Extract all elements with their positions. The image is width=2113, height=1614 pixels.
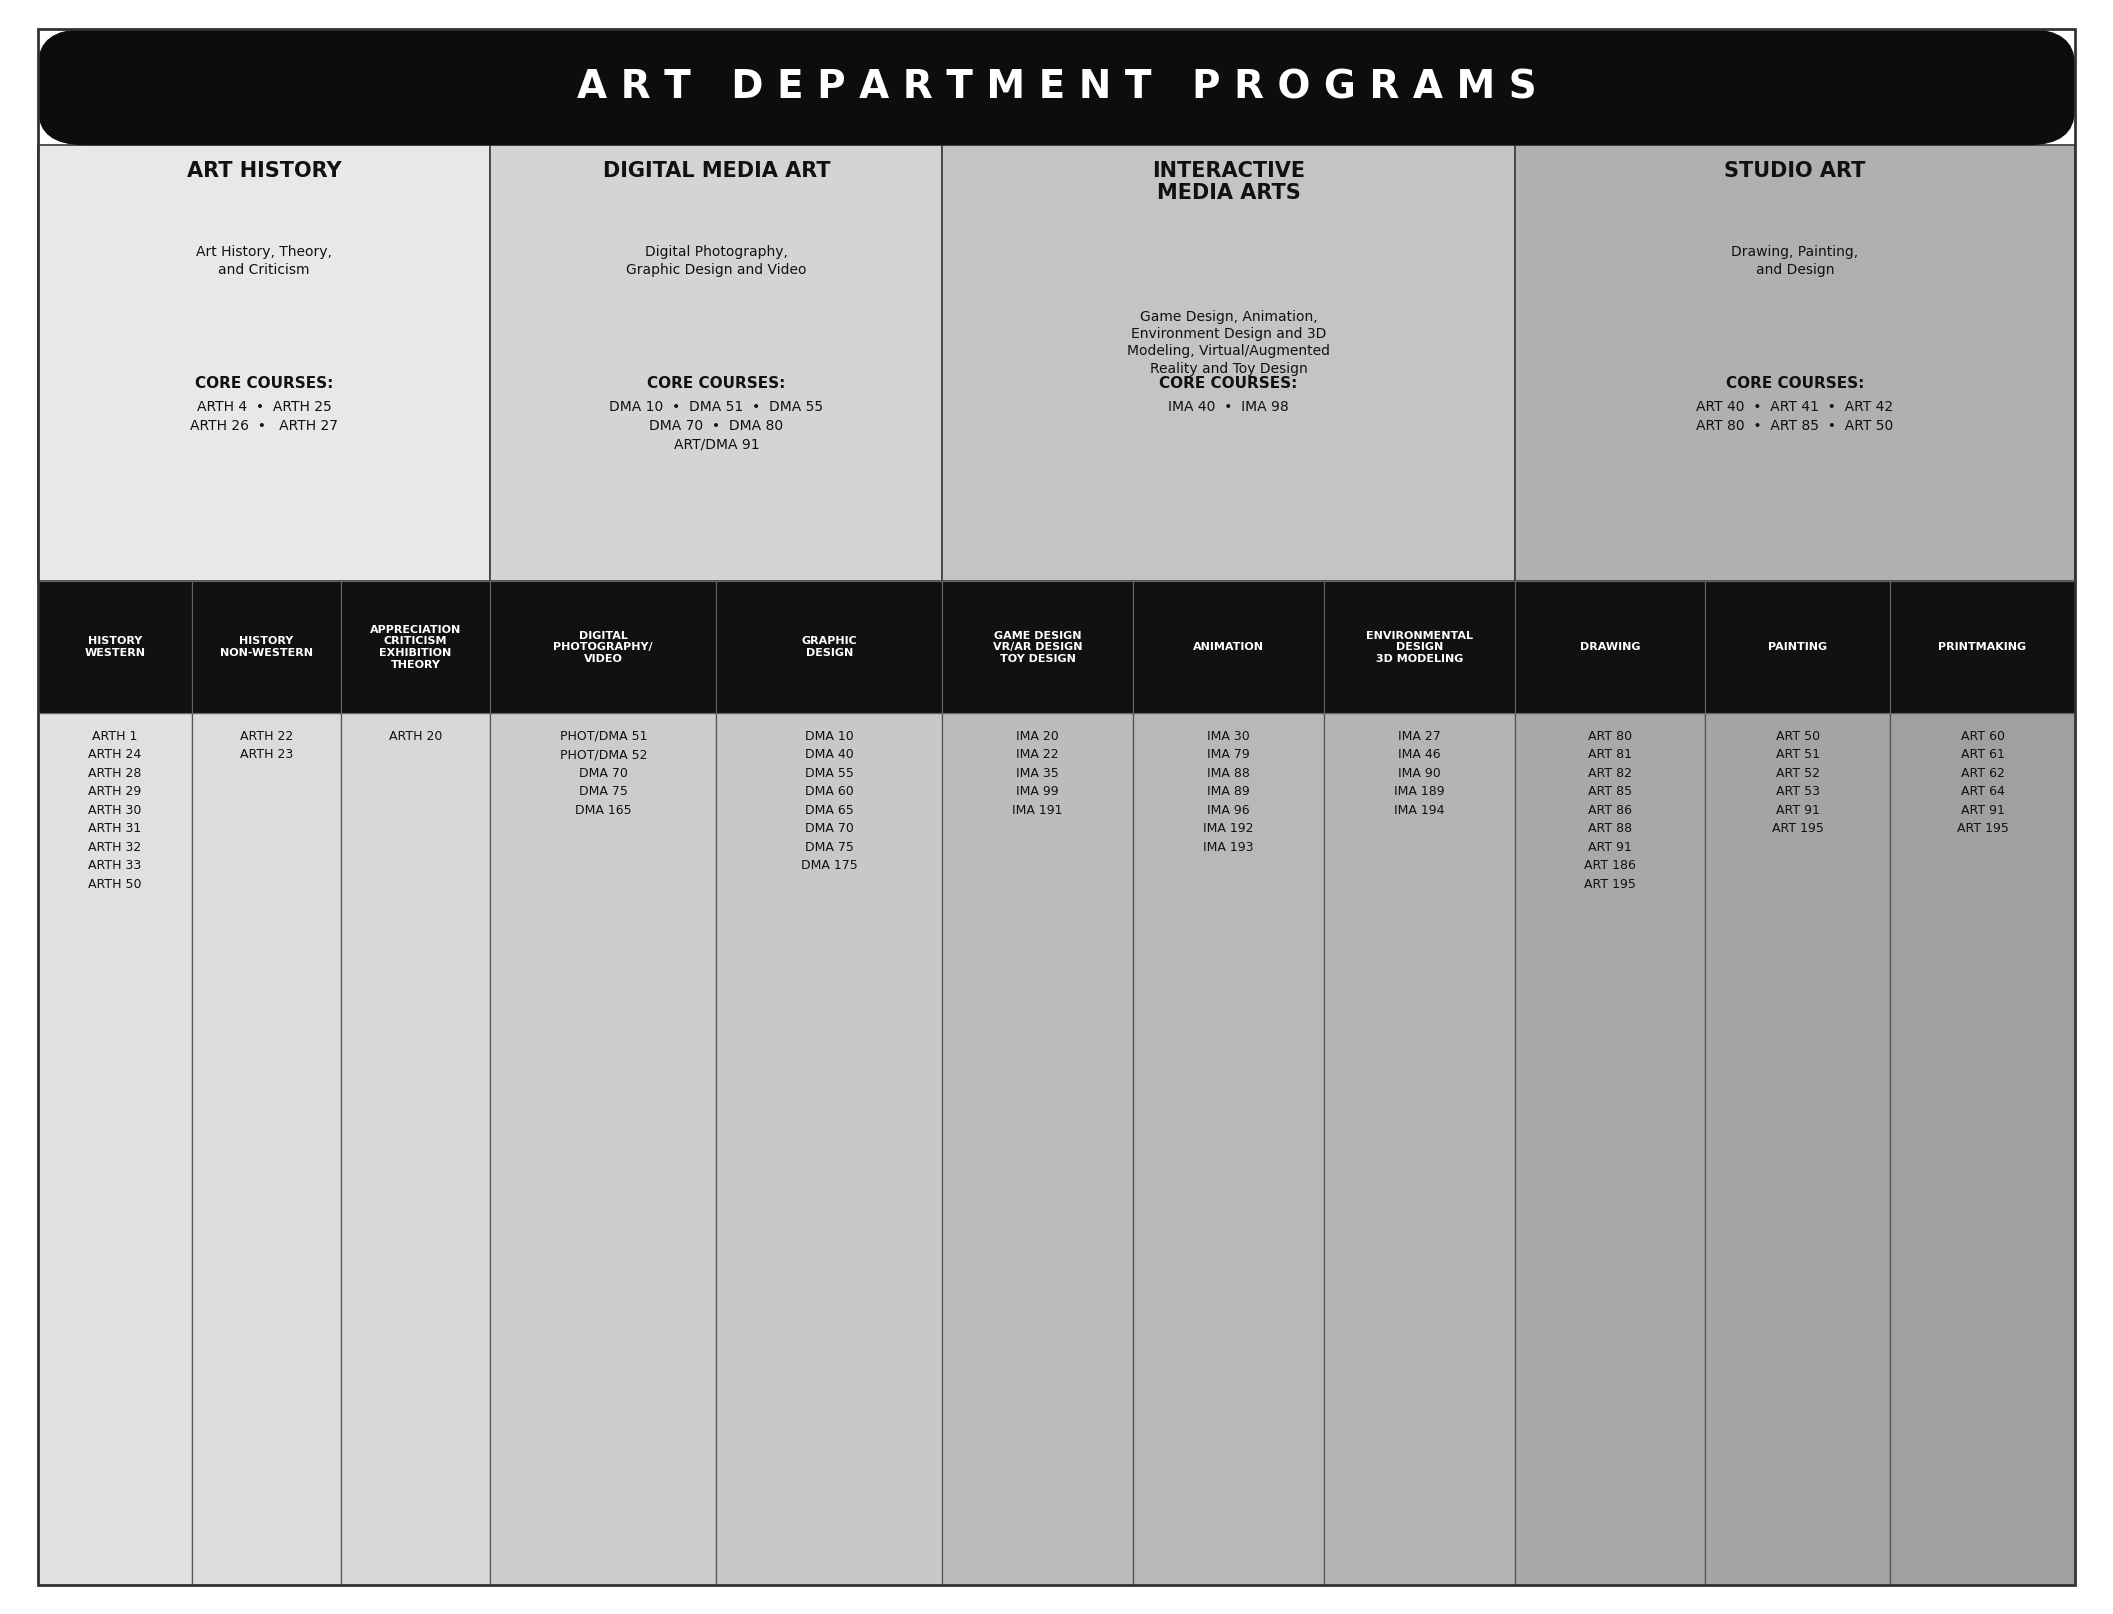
Text: CORE COURSES:: CORE COURSES:: [194, 376, 334, 391]
Bar: [490, 581, 716, 713]
Bar: [340, 713, 490, 1585]
Text: Art History, Theory,
and Criticism: Art History, Theory, and Criticism: [197, 245, 332, 276]
Bar: [1323, 713, 1515, 1585]
Text: ARTH 1
ARTH 24
ARTH 28
ARTH 29
ARTH 30
ARTH 31
ARTH 32
ARTH 33
ARTH 50: ARTH 1 ARTH 24 ARTH 28 ARTH 29 ARTH 30 A…: [89, 730, 142, 891]
Bar: [1515, 145, 2075, 581]
Text: IMA 20
IMA 22
IMA 35
IMA 99
IMA 191: IMA 20 IMA 22 IMA 35 IMA 99 IMA 191: [1012, 730, 1063, 817]
Text: APPRECIATION
CRITICISM
EXHIBITION
THEORY: APPRECIATION CRITICISM EXHIBITION THEORY: [370, 625, 461, 670]
Bar: [1891, 713, 2075, 1585]
Text: PRINTMAKING: PRINTMAKING: [1938, 642, 2026, 652]
Bar: [1133, 581, 1323, 713]
Text: Game Design, Animation,
Environment Design and 3D
Modeling, Virtual/Augmented
Re: Game Design, Animation, Environment Desi…: [1126, 310, 1329, 376]
Bar: [192, 713, 340, 1585]
Bar: [1323, 581, 1515, 713]
Bar: [942, 145, 1515, 581]
Text: DRAWING: DRAWING: [1581, 642, 1640, 652]
Text: DMA 10  •  DMA 51  •  DMA 55
DMA 70  •  DMA 80
ART/DMA 91: DMA 10 • DMA 51 • DMA 55 DMA 70 • DMA 80…: [609, 400, 824, 450]
Bar: [340, 581, 490, 713]
Text: GAME DESIGN
VR/AR DESIGN
TOY DESIGN: GAME DESIGN VR/AR DESIGN TOY DESIGN: [993, 631, 1082, 663]
Text: Digital Photography,
Graphic Design and Video: Digital Photography, Graphic Design and …: [625, 245, 807, 276]
Text: DIGITAL MEDIA ART: DIGITAL MEDIA ART: [602, 161, 830, 181]
Bar: [490, 145, 942, 581]
Text: ART 40  •  ART 41  •  ART 42
ART 80  •  ART 85  •  ART 50: ART 40 • ART 41 • ART 42 ART 80 • ART 85…: [1697, 400, 1893, 433]
Text: CORE COURSES:: CORE COURSES:: [1726, 376, 1864, 391]
Text: ART HISTORY: ART HISTORY: [186, 161, 342, 181]
Text: A R T   D E P A R T M E N T   P R O G R A M S: A R T D E P A R T M E N T P R O G R A M …: [577, 68, 1536, 107]
Text: ART 80
ART 81
ART 82
ART 85
ART 86
ART 88
ART 91
ART 186
ART 195: ART 80 ART 81 ART 82 ART 85 ART 86 ART 8…: [1585, 730, 1635, 891]
Text: Drawing, Painting,
and Design: Drawing, Painting, and Design: [1731, 245, 1859, 276]
Bar: [1891, 581, 2075, 713]
Bar: [1515, 713, 1705, 1585]
Text: IMA 30
IMA 79
IMA 88
IMA 89
IMA 96
IMA 192
IMA 193: IMA 30 IMA 79 IMA 88 IMA 89 IMA 96 IMA 1…: [1202, 730, 1253, 854]
Text: CORE COURSES:: CORE COURSES:: [1160, 376, 1297, 391]
Text: CORE COURSES:: CORE COURSES:: [647, 376, 786, 391]
Text: GRAPHIC
DESIGN: GRAPHIC DESIGN: [801, 636, 858, 659]
Text: HISTORY
WESTERN: HISTORY WESTERN: [85, 636, 146, 659]
Bar: [942, 581, 1133, 713]
Text: ART 60
ART 61
ART 62
ART 64
ART 91
ART 195: ART 60 ART 61 ART 62 ART 64 ART 91 ART 1…: [1957, 730, 2009, 834]
FancyBboxPatch shape: [38, 29, 2075, 145]
Bar: [38, 713, 192, 1585]
Bar: [1705, 713, 1891, 1585]
Bar: [490, 713, 716, 1585]
Bar: [38, 145, 490, 581]
Text: ARTH 22
ARTH 23: ARTH 22 ARTH 23: [239, 730, 294, 762]
Bar: [716, 713, 942, 1585]
Text: ART 50
ART 51
ART 52
ART 53
ART 91
ART 195: ART 50 ART 51 ART 52 ART 53 ART 91 ART 1…: [1773, 730, 1824, 834]
Text: DMA 10
DMA 40
DMA 55
DMA 60
DMA 65
DMA 70
DMA 75
DMA 175: DMA 10 DMA 40 DMA 55 DMA 60 DMA 65 DMA 7…: [801, 730, 858, 872]
Bar: [1133, 713, 1323, 1585]
Bar: [1515, 581, 1705, 713]
Text: HISTORY
NON-WESTERN: HISTORY NON-WESTERN: [220, 636, 313, 659]
Bar: [192, 581, 340, 713]
Bar: [716, 581, 942, 713]
Text: PHOT/DMA 51
PHOT/DMA 52
DMA 70
DMA 75
DMA 165: PHOT/DMA 51 PHOT/DMA 52 DMA 70 DMA 75 DM…: [560, 730, 647, 817]
Text: ARTH 20: ARTH 20: [389, 730, 442, 742]
Text: ARTH 4  •  ARTH 25
ARTH 26  •   ARTH 27: ARTH 4 • ARTH 25 ARTH 26 • ARTH 27: [190, 400, 338, 433]
Text: IMA 40  •  IMA 98: IMA 40 • IMA 98: [1168, 400, 1289, 415]
Text: PAINTING: PAINTING: [1769, 642, 1828, 652]
Bar: [38, 581, 192, 713]
Text: STUDIO ART: STUDIO ART: [1724, 161, 1866, 181]
Bar: [942, 713, 1133, 1585]
Text: IMA 27
IMA 46
IMA 90
IMA 189
IMA 194: IMA 27 IMA 46 IMA 90 IMA 189 IMA 194: [1395, 730, 1445, 817]
Text: INTERACTIVE
MEDIA ARTS: INTERACTIVE MEDIA ARTS: [1152, 161, 1306, 203]
Text: DIGITAL
PHOTOGRAPHY/
VIDEO: DIGITAL PHOTOGRAPHY/ VIDEO: [554, 631, 653, 663]
Bar: [1705, 581, 1891, 713]
Text: ANIMATION: ANIMATION: [1194, 642, 1264, 652]
Text: ENVIRONMENTAL
DESIGN
3D MODELING: ENVIRONMENTAL DESIGN 3D MODELING: [1365, 631, 1473, 663]
